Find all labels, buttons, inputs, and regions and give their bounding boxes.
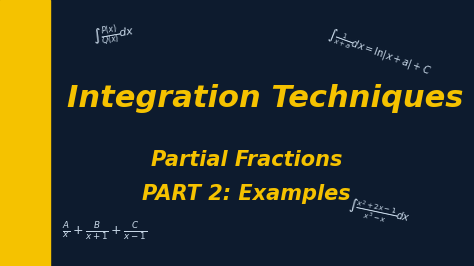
Text: Partial Fractions: Partial Fractions <box>151 149 342 170</box>
Bar <box>0 0 50 266</box>
Text: $\int \frac{P(x)}{Q(x)} dx$: $\int \frac{P(x)}{Q(x)} dx$ <box>91 19 137 50</box>
Text: $\int \frac{x^2+2x-1}{x^3-x} dx$: $\int \frac{x^2+2x-1}{x^3-x} dx$ <box>346 196 412 230</box>
Text: Integration Techniques: Integration Techniques <box>67 84 464 113</box>
Text: $\int \frac{1}{x+a} dx = \ln|x+a|+C$: $\int \frac{1}{x+a} dx = \ln|x+a|+C$ <box>325 26 433 80</box>
Text: $\frac{A}{x} + \frac{B}{x+1} + \frac{C}{x-1}$: $\frac{A}{x} + \frac{B}{x+1} + \frac{C}{… <box>62 221 147 242</box>
Text: PART 2: Examples: PART 2: Examples <box>142 184 351 204</box>
